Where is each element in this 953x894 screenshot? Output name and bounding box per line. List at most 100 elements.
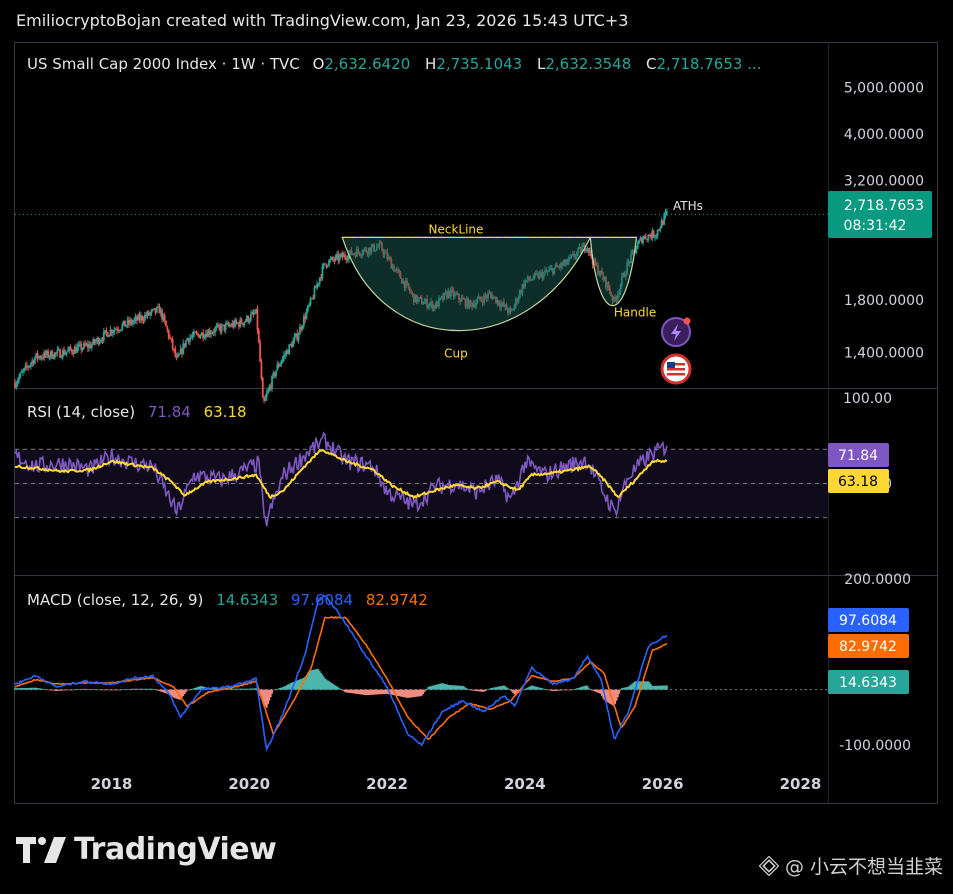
macd-hist-bar [476, 689, 479, 692]
macd-hist-bar [135, 688, 138, 690]
macd-hist-bar [151, 688, 154, 690]
candle-body [20, 372, 23, 374]
macd-hist-bar [371, 689, 374, 695]
macd-axis[interactable]: 200.0000 -100.0000 [839, 572, 911, 754]
candle-body [322, 263, 325, 267]
macd-hist-bar [122, 689, 125, 690]
macd-hist-bar [627, 686, 630, 690]
us-flag-icon[interactable] [660, 353, 692, 385]
macd-hist-bar [68, 689, 71, 691]
candle-body [39, 356, 42, 359]
macd-hist-bar [391, 689, 394, 695]
candle-body [32, 360, 35, 364]
macd-hist-bar [598, 689, 601, 694]
candle-body [300, 327, 303, 330]
candle-body [171, 339, 174, 349]
candle-body [304, 316, 307, 319]
candle-body [138, 314, 141, 321]
macd-hist-bar [139, 688, 142, 690]
macd-hist-bar [157, 689, 159, 691]
low-value: 2,632.3548 [545, 55, 631, 73]
macd-hist-bar [45, 689, 48, 691]
rsi-value-badge: 71.84 [828, 443, 889, 467]
candle-body [61, 350, 64, 358]
rsi-pane[interactable]: RSI (14, close) 71.84 63.18 100.0050.00 … [14, 391, 892, 527]
candle-body [347, 253, 350, 260]
candle-body [251, 312, 254, 315]
macd-hist-bar [483, 689, 485, 692]
macd-hist-bar [48, 689, 51, 691]
macd-pane[interactable]: MACD (close, 12, 26, 9) 14.6343 97.6084 … [14, 572, 911, 754]
candle-body [145, 314, 148, 317]
macd-hist-bar [558, 689, 561, 691]
macd-hist-bar [88, 689, 91, 690]
lightning-icon[interactable] [661, 317, 691, 347]
candle-body [336, 254, 338, 256]
macd-hist-bar [228, 688, 231, 690]
macd-hist-bar [186, 689, 189, 691]
price-axis[interactable]: 5,000.0000 4,000.0000 3,200.0000 1,800.0000… [844, 81, 924, 362]
macd-hist-bar [545, 689, 548, 690]
candle-body [271, 376, 273, 389]
candle-body [244, 320, 247, 323]
macd-hist-bar [357, 689, 360, 695]
candle-body [664, 212, 667, 215]
macd-hist-bar [145, 688, 148, 690]
candle-body [267, 389, 269, 394]
candle-body [256, 308, 259, 331]
candle-body [301, 326, 304, 330]
macd-hist-bar [342, 689, 345, 691]
macd-hist-bar [113, 689, 116, 691]
candle-body [309, 298, 312, 305]
candle-body [586, 247, 589, 251]
handle-shape [589, 236, 638, 306]
candle-body [652, 230, 655, 238]
macd-hist-bar [533, 686, 536, 690]
macd-hist-bar [27, 687, 30, 690]
macd-hist-bar [37, 688, 40, 690]
candle-body [69, 347, 72, 350]
macd-hist-bar [611, 689, 614, 706]
macd-hist-bar [196, 686, 199, 690]
candle-body [277, 364, 280, 367]
macd-hist-bar [434, 685, 436, 690]
candle-body [165, 320, 167, 327]
macd-hist-bar [230, 688, 232, 690]
macd-hist-bar [399, 689, 402, 697]
macd-hist-bar [544, 689, 546, 690]
macd-hist-bar [232, 688, 235, 690]
candle-body [330, 257, 333, 260]
rsi-line [14, 431, 668, 527]
candle-body [191, 335, 194, 337]
macd-hist-bar [467, 689, 470, 690]
macd-hist-bar [378, 689, 381, 695]
macd-hist-bar [20, 688, 23, 690]
candle-body [94, 341, 97, 343]
macd-hist-bar [72, 689, 75, 691]
macd-hist-bar [128, 689, 130, 690]
macd-hist-bar [383, 689, 386, 694]
macd-hist-bar [116, 689, 118, 691]
macd-hist-bar [298, 679, 301, 690]
candle-body [151, 309, 154, 311]
macd-hist-bar [239, 688, 242, 690]
rsi-ma-value: 63.18 [204, 403, 247, 421]
macd-hist-bar [314, 669, 317, 690]
macd-hist-bar [593, 689, 595, 692]
macd-hist-bar [658, 685, 660, 690]
candle-body [31, 360, 34, 364]
candle-body [192, 331, 195, 336]
macd-hist-bar [126, 689, 129, 690]
price-pane[interactable]: NeckLine Cup Handle ATHs US Small Cap 20… [14, 55, 932, 404]
candle-body [150, 310, 153, 314]
time-axis[interactable]: 2018 2020 2022 2024 2026 2028 [91, 775, 822, 793]
candle-body [52, 358, 55, 359]
candle-body [169, 337, 171, 339]
macd-hist-bar [328, 681, 330, 690]
macd-hist-bar [477, 689, 480, 692]
macd-hist-bar [618, 689, 621, 694]
macd-hist-bar [579, 687, 582, 690]
candle-body [177, 355, 179, 358]
macd-hist-bar [333, 684, 336, 690]
